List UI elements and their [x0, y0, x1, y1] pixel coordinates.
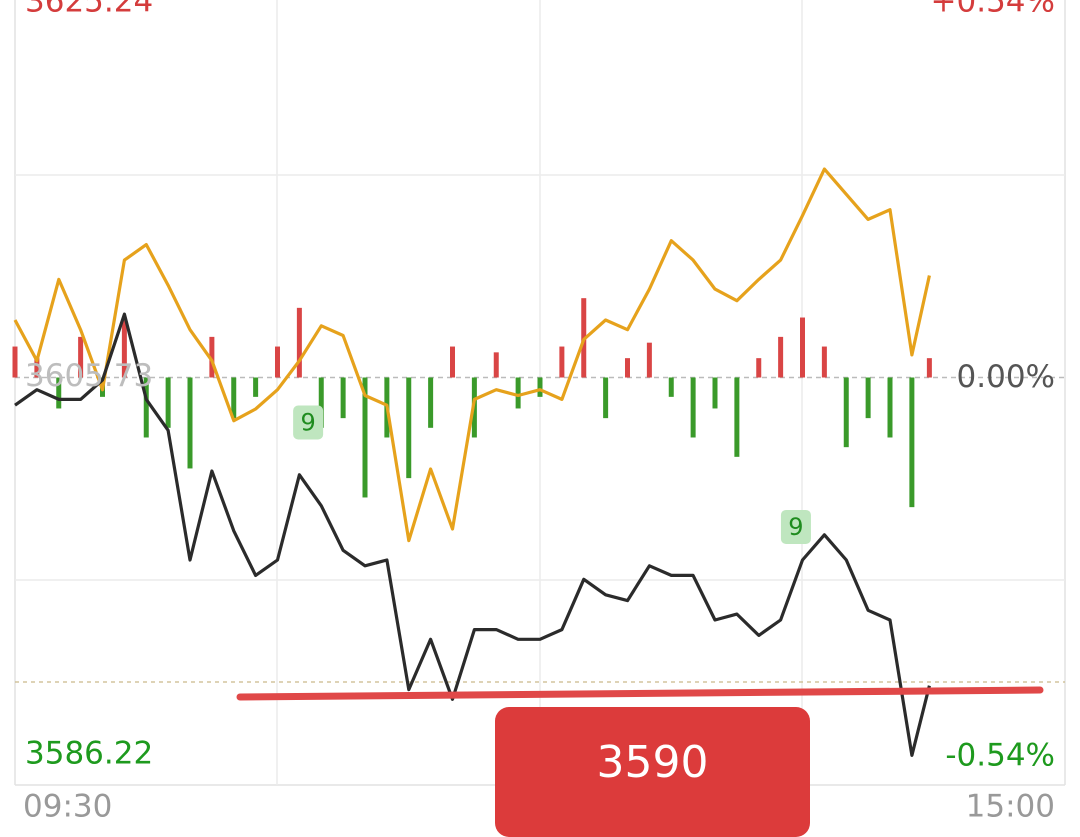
y-tick-label: 3625.24 — [25, 0, 153, 20]
bar — [668, 377, 674, 397]
bar — [690, 377, 696, 438]
bar — [559, 346, 565, 378]
bar — [340, 377, 346, 419]
badge-label: 9 — [300, 408, 315, 436]
y2-tick-label: -0.54% — [945, 737, 1055, 773]
bar — [253, 377, 259, 397]
bar — [646, 342, 652, 378]
y2-tick-label: 0.00% — [957, 359, 1055, 395]
bar — [406, 377, 412, 479]
bar — [493, 352, 499, 378]
bar — [362, 377, 368, 498]
x-tick-label: 09:30 — [23, 789, 112, 825]
badge — [293, 405, 324, 440]
bar — [187, 377, 193, 469]
badge — [780, 509, 811, 544]
bar — [712, 377, 718, 409]
bar — [450, 346, 455, 378]
y2-tick-label: +0.54% — [931, 0, 1055, 20]
x-tick-label: 15:00 — [966, 789, 1055, 825]
bar — [926, 358, 932, 378]
drawn-line — [236, 686, 1044, 701]
bar — [275, 346, 280, 378]
bar — [231, 377, 237, 419]
price-line — [13, 167, 931, 543]
bar — [34, 358, 40, 378]
bar — [78, 336, 84, 378]
bar — [756, 358, 762, 378]
bar — [865, 377, 871, 419]
bar — [209, 336, 215, 378]
badge-label: 9 — [788, 513, 803, 541]
bar — [821, 346, 827, 378]
bar — [121, 317, 127, 378]
bar — [778, 336, 784, 378]
bar — [537, 377, 543, 397]
bar — [887, 377, 893, 438]
bar — [56, 377, 62, 409]
bar — [625, 358, 630, 378]
bar — [165, 377, 171, 428]
bar — [296, 307, 302, 378]
bar — [800, 317, 805, 378]
bar — [515, 377, 521, 409]
price-button[interactable]: 3590 — [495, 707, 810, 837]
bar — [843, 377, 849, 448]
bar — [12, 346, 18, 378]
y-tick-label: 3605.73 — [25, 358, 153, 394]
y-tick-label: 3586.22 — [25, 736, 153, 772]
bar — [143, 377, 149, 438]
bar — [909, 377, 915, 508]
bar — [318, 377, 324, 428]
price-line — [14, 312, 931, 757]
bar — [603, 377, 609, 419]
bar — [428, 377, 434, 428]
bar — [734, 377, 740, 457]
